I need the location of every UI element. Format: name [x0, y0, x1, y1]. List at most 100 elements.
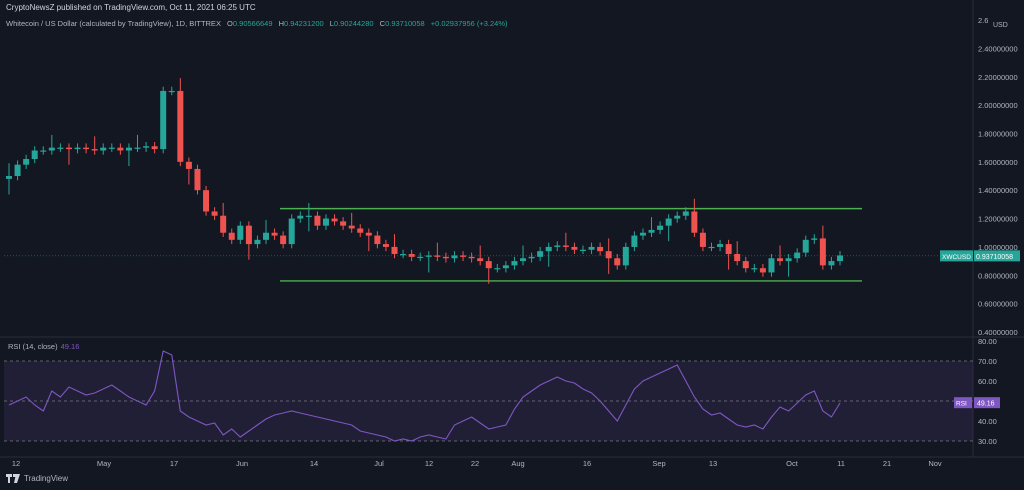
candle-body: [837, 255, 843, 262]
time-tick-label: 21: [883, 459, 891, 468]
candle-body: [759, 268, 766, 273]
candle-body: [725, 244, 732, 255]
symbol-badge-label: XWCUSD: [942, 254, 971, 261]
instrument-title[interactable]: Whitecoin / US Dollar (calculated by Tra…: [6, 19, 221, 28]
candle-body: [23, 159, 30, 165]
candle-body: [134, 147, 141, 149]
ohlc-legend: Whitecoin / US Dollar (calculated by Tra…: [6, 19, 512, 28]
rsi-tick-label: 30.00: [978, 437, 997, 446]
candle-body: [74, 147, 81, 150]
candle-body: [460, 255, 467, 257]
price-tick-label: 2.00000000: [978, 101, 1018, 110]
time-tick-label: Nov: [928, 459, 942, 468]
time-tick-label: 12: [425, 459, 433, 468]
brand-name: TradingView: [24, 474, 69, 483]
price-tick-label: 0.60000000: [978, 300, 1018, 309]
candle-body: [682, 211, 689, 216]
candle-body: [451, 255, 458, 259]
candle-body: [639, 232, 646, 236]
candle-body: [382, 244, 389, 247]
candle-body: [143, 146, 150, 148]
candle-body: [117, 147, 124, 151]
candle-body: [597, 246, 604, 252]
rsi-band-background: [4, 361, 973, 441]
candle-body: [254, 239, 261, 245]
candle-body: [579, 249, 586, 251]
candle-body: [537, 251, 544, 257]
symbol-badge: [940, 250, 973, 262]
price-tick-label: 1.40000000: [978, 186, 1018, 195]
rsi-tick-label: 80.00: [978, 337, 997, 346]
candle-body: [588, 246, 595, 250]
time-tick-label: 11: [837, 459, 845, 468]
candle-body: [691, 211, 698, 233]
low-label: L: [329, 19, 334, 28]
candle-body: [151, 146, 158, 150]
candle-body: [494, 268, 501, 270]
rsi-line: [8, 350, 841, 442]
price-tick-label: 1.80000000: [978, 129, 1018, 138]
candle-body: [237, 225, 244, 240]
candle-body: [48, 147, 55, 151]
candle-body: [374, 235, 381, 245]
price-tick-label: 1.00000000: [978, 243, 1018, 252]
candle-body: [348, 225, 355, 229]
time-tick-label: 16: [583, 459, 591, 468]
candle-body: [91, 149, 98, 151]
candle-body: [751, 268, 758, 270]
publish-info: CryptoNewsZ published on TradingView.com…: [6, 3, 256, 12]
candle-body: [777, 258, 784, 262]
time-tick-label: Sep: [652, 459, 665, 468]
candle-body: [502, 265, 509, 269]
rsi-title[interactable]: RSI (14, close): [8, 342, 58, 351]
time-tick-label: 17: [170, 459, 178, 468]
candle-body: [40, 150, 47, 152]
time-tick-label: May: [97, 459, 111, 468]
time-tick-label: Aug: [511, 459, 524, 468]
price-tick-label: 2.20000000: [978, 73, 1018, 82]
last-price-badge-label: 0.93710058: [976, 254, 1013, 261]
candle-body: [314, 215, 321, 226]
change-value: +0.02937956 (+3.24%): [430, 19, 508, 28]
candle-body: [108, 147, 115, 149]
rsi-name-badge-label: RSI: [956, 401, 967, 408]
candle-body: [734, 254, 741, 262]
candle-body: [485, 261, 492, 269]
candle-body: [245, 225, 252, 245]
candle-body: [768, 258, 775, 273]
candle-body: [220, 215, 227, 233]
candle-body: [271, 232, 278, 236]
rsi-name-badge: [954, 397, 972, 409]
candle-body: [742, 261, 749, 269]
rsi-value-badge: [974, 397, 1000, 409]
candle-body: [434, 255, 441, 257]
candle-body: [468, 256, 475, 259]
rsi-tick-label: 70.00: [978, 357, 997, 366]
candle-body: [520, 258, 527, 262]
open-label: O: [227, 19, 233, 28]
time-tick-label: 13: [709, 459, 717, 468]
candle-body: [160, 90, 167, 150]
candle-body: [665, 218, 672, 226]
candle-body: [408, 254, 415, 257]
time-tick-label: 22: [471, 459, 479, 468]
candle-body: [657, 225, 664, 230]
candle-body: [477, 258, 484, 262]
high-value: 0.94231200: [284, 19, 324, 28]
price-tick-label: 2.40000000: [978, 44, 1018, 53]
candle-body: [288, 218, 295, 245]
candle-body: [571, 246, 578, 250]
candle-body: [417, 256, 424, 259]
rsi-legend: RSI (14, close) 49.16: [8, 342, 79, 351]
candle-body: [305, 215, 312, 217]
candle-body: [605, 251, 612, 259]
candle-body: [6, 176, 12, 179]
candle-body: [442, 256, 449, 259]
rsi-tick-label: 40.00: [978, 417, 997, 426]
rsi-current-value: 49.16: [60, 342, 80, 351]
candle-body: [83, 147, 90, 150]
price-tick-label: 1.60000000: [978, 158, 1018, 167]
candle-body: [391, 246, 398, 255]
rsi-value-badge-label: 49.16: [977, 401, 995, 408]
